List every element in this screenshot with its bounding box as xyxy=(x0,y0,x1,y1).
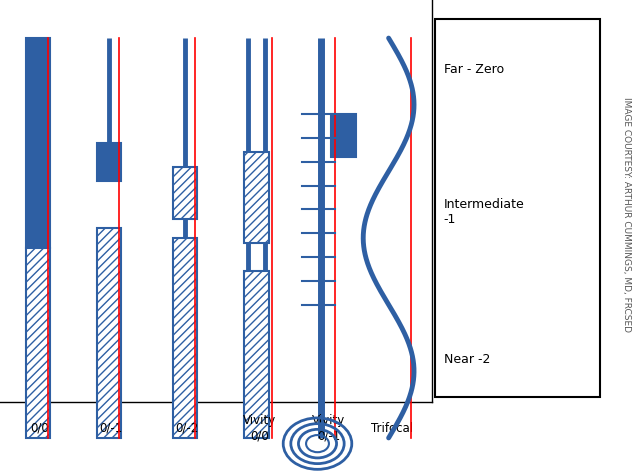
Bar xyxy=(173,167,197,219)
Bar xyxy=(97,228,121,438)
Text: Vivity
0/0: Vivity 0/0 xyxy=(243,415,276,442)
Text: Vivity
0/-1: Vivity 0/-1 xyxy=(312,415,345,442)
Bar xyxy=(331,114,356,157)
Bar xyxy=(244,271,269,438)
Bar xyxy=(244,152,269,243)
Text: 0/0: 0/0 xyxy=(30,422,50,435)
Text: 0/-2: 0/-2 xyxy=(176,422,199,435)
Text: Near -2: Near -2 xyxy=(444,353,490,366)
Text: Intermediate
-1: Intermediate -1 xyxy=(444,198,525,226)
Text: Far - Zero: Far - Zero xyxy=(444,62,504,76)
Text: Trifocal: Trifocal xyxy=(371,422,413,435)
Bar xyxy=(97,143,121,181)
Text: IMAGE COURTESY: ARTHUR CUMMINGS, MD, FRCSED: IMAGE COURTESY: ARTHUR CUMMINGS, MD, FRC… xyxy=(622,97,631,332)
Text: 0/-1: 0/-1 xyxy=(100,422,123,435)
Bar xyxy=(173,238,197,438)
Bar xyxy=(435,19,600,397)
Bar xyxy=(26,38,50,248)
Bar xyxy=(26,248,50,438)
